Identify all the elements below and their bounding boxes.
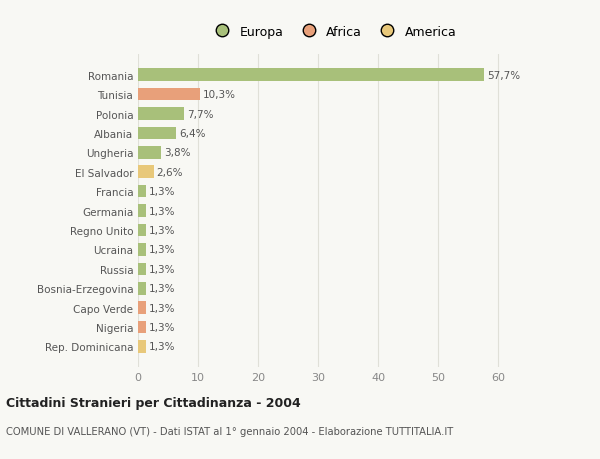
Text: 57,7%: 57,7% [487,71,520,80]
Bar [138,302,146,314]
Bar [138,69,484,82]
Text: 1,3%: 1,3% [149,303,175,313]
Text: Cittadini Stranieri per Cittadinanza - 2004: Cittadini Stranieri per Cittadinanza - 2… [6,396,301,409]
Text: 6,4%: 6,4% [179,129,206,139]
Text: 1,3%: 1,3% [149,245,175,255]
Bar [138,282,146,295]
Text: 1,3%: 1,3% [149,187,175,197]
Text: 1,3%: 1,3% [149,342,175,352]
Bar [138,341,146,353]
Text: 10,3%: 10,3% [203,90,236,100]
Text: 1,3%: 1,3% [149,264,175,274]
Text: 1,3%: 1,3% [149,225,175,235]
Text: 1,3%: 1,3% [149,206,175,216]
Bar [138,224,146,237]
Bar [138,185,146,198]
Text: 1,3%: 1,3% [149,322,175,332]
Bar [138,205,146,218]
Bar [138,147,161,159]
Bar [138,166,154,179]
Bar [138,263,146,275]
Bar [138,321,146,334]
Text: 3,8%: 3,8% [164,148,190,158]
Text: 7,7%: 7,7% [187,109,214,119]
Text: 2,6%: 2,6% [157,168,183,177]
Bar [138,127,176,140]
Text: COMUNE DI VALLERANO (VT) - Dati ISTAT al 1° gennaio 2004 - Elaborazione TUTTITAL: COMUNE DI VALLERANO (VT) - Dati ISTAT al… [6,426,453,436]
Bar [138,108,184,121]
Bar [138,89,200,101]
Legend: Europa, Africa, America: Europa, Africa, America [205,21,461,44]
Bar [138,244,146,256]
Text: 1,3%: 1,3% [149,284,175,294]
